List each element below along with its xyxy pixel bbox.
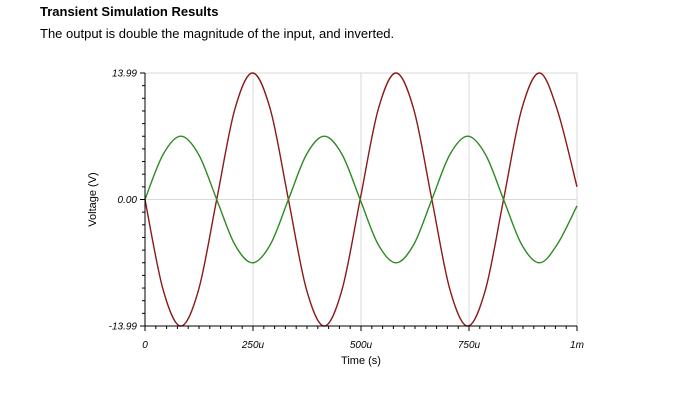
axes: 0 250u 500u 750u 1m 13.99 0.00 -13.99: [109, 69, 584, 352]
grid: [144, 72, 578, 327]
x-tick-label: 750u: [458, 340, 481, 351]
x-tick-label: 0: [142, 340, 148, 351]
y-tick-label: 0.00: [118, 195, 138, 206]
x-tick-label: 500u: [350, 340, 373, 351]
series-group: [144, 72, 578, 327]
x-axis-label: Time (s): [341, 355, 381, 367]
y-tick-label: -13.99: [109, 322, 138, 333]
x-tick-label: 1m: [570, 340, 584, 351]
y-axis-label: Voltage (V): [87, 172, 99, 226]
x-tick-label: 250u: [241, 340, 265, 351]
page-subtitle: The output is double the magnitude of th…: [40, 26, 395, 41]
series-line-2: [144, 135, 578, 264]
page-title: Transient Simulation Results: [40, 4, 219, 19]
y-tick-label: 13.99: [112, 69, 137, 80]
